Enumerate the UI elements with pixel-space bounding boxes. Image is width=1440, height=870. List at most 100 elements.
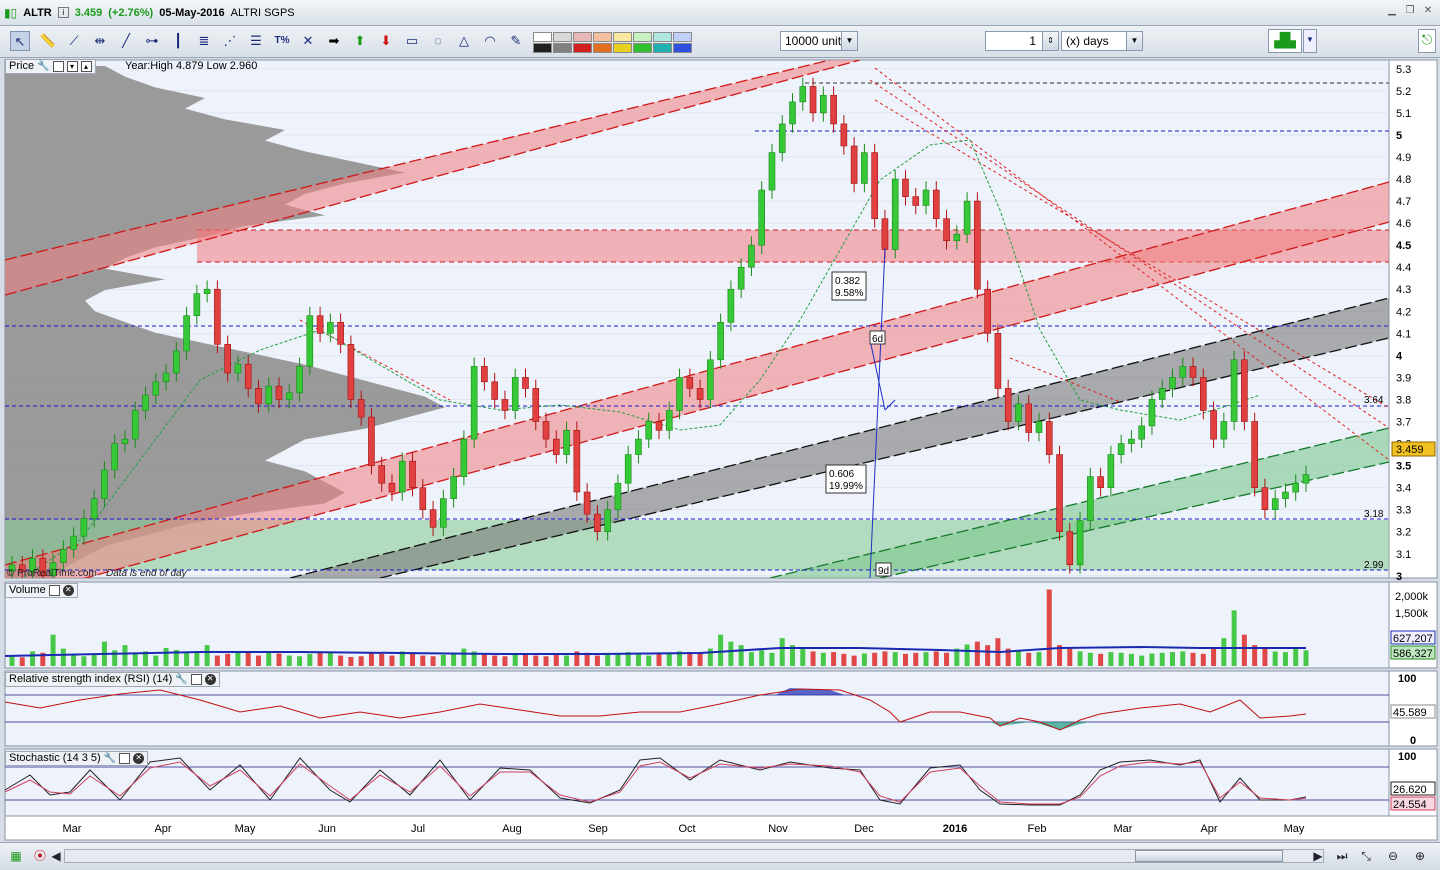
fan-icon[interactable]: ⋰ [223,33,237,48]
wrench-icon[interactable]: 🔧 [103,753,117,764]
volume-bar [954,648,960,666]
candle-body [1045,421,1053,455]
volume-bar [944,652,950,666]
candle-body [840,123,848,147]
zoom-in-icon[interactable]: ⊕ [1414,849,1426,863]
arrow-up-icon[interactable]: ⬆ [354,33,366,48]
restore-icon[interactable]: ❐ [1405,5,1415,16]
price-tick-label: 5.1 [1396,108,1411,120]
vertical-line-icon[interactable]: ┃ [174,33,182,48]
zoom-out-icon[interactable]: ⊖ [1387,849,1399,863]
chart-canvas[interactable]: 0.382 9.58% 0.606 19.99% 6d 9d 3.64 3.18… [0,58,1440,842]
candle-body [922,189,930,206]
candle-body [1128,438,1135,444]
scroll-track[interactable] [64,849,1324,863]
close-icon[interactable]: ✕ [1423,5,1433,16]
download-icon[interactable]: ▾ [66,61,78,72]
price-tick-label: 3.2 [1396,527,1411,539]
cross-icon[interactable]: ✕ [302,33,314,48]
time-tick-label: Dec [854,823,874,835]
candle-body [501,399,509,411]
volume-bar [697,652,703,666]
price-tick-label: 5.2 [1396,86,1411,98]
candle-body [214,288,221,345]
wrench-icon[interactable]: 🔧 [175,674,188,685]
volume-bar [327,652,333,666]
volume-bar [50,634,56,666]
ellipse-icon[interactable]: ◌ [434,33,442,48]
volume-tick-2: 1,500k [1395,608,1429,620]
candle-body [224,344,231,374]
volume-moving-average [4,645,1306,657]
close-icon[interactable]: ✕ [62,585,74,596]
line-icon[interactable]: ⟋ [69,33,79,48]
close-icon[interactable]: ✕ [204,674,216,685]
channel-icon[interactable]: ⇹ [94,33,106,48]
volume-ma-value: 627,207 [1393,633,1433,645]
volume-bar [194,652,200,666]
minimize-icon[interactable]: ▁ [1388,5,1396,16]
window-icon[interactable] [190,674,202,685]
volume-bar [71,654,77,666]
candle-body [655,421,663,431]
candle-body [1241,359,1248,422]
candle-body [1015,403,1022,422]
scroll-left-icon[interactable]: ◀ [51,849,61,863]
time-tick-label: May [235,823,256,835]
price-candles [8,77,1310,578]
chart-type-icon[interactable]: ▮▯ [4,5,18,20]
price-tick-label: 4.9 [1396,152,1411,164]
candle-body [275,385,283,400]
candle-body [327,322,334,334]
window-icon[interactable] [52,61,64,72]
window-icon[interactable] [119,753,131,764]
chart-style-icon[interactable]: ▟▙ [1268,29,1302,53]
horizontal-line-icon[interactable]: ⊶ [145,33,159,48]
arc-icon[interactable]: ◠ [484,33,496,48]
fib-retracement-icon[interactable]: ☰ [250,33,262,48]
fast-forward-icon[interactable]: ⏭ [1336,849,1348,863]
candle-body [737,266,745,290]
volume-bar [338,655,344,666]
chevron-down-icon[interactable]: ▼ [1303,29,1317,53]
layout-icon[interactable]: ⎋ [1418,29,1436,53]
candle-body [778,123,786,153]
grid-icon[interactable]: ▦ [10,849,22,863]
price-tick-label: 4.3 [1396,284,1411,296]
volume-bar [913,652,919,666]
triangle-icon[interactable]: △ [459,33,469,48]
percent-icon[interactable]: T% [274,35,290,46]
upload-icon[interactable]: ▴ [80,61,92,72]
volume-bar [1180,651,1186,666]
units-select[interactable]: 10000 units ▼ [780,31,858,51]
period-unit-select[interactable]: (x) days ▼ [1061,31,1143,51]
close-icon[interactable]: ✕ [133,753,145,764]
volume-bar [1200,653,1206,666]
info-icon[interactable]: i [57,7,69,18]
expand-icon[interactable]: ⤡ [1361,849,1371,863]
record-icon[interactable]: ⦿ [33,849,46,863]
arrow-right-icon[interactable]: ➡ [328,33,340,48]
rectangle-icon[interactable]: ▭ [405,33,419,48]
scroll-thumb[interactable] [1135,850,1283,862]
pointer-icon[interactable]: ↖ [10,31,30,51]
candle-body [285,392,293,400]
period-input[interactable]: 1 ⇕ [985,31,1059,51]
volume-bar [769,652,775,666]
scroll-right-icon[interactable]: ▶ [1313,849,1323,863]
color-palette[interactable] [533,32,692,53]
candle-body [1292,482,1300,493]
trendline-icon[interactable]: ╱ [122,33,130,48]
brush-icon[interactable]: ✎ [510,33,522,48]
fibonacci-icon[interactable]: ≣ [198,33,210,48]
wrench-icon[interactable]: 🔧 [37,61,50,72]
volume-bar [235,651,241,666]
volume-bar [91,653,97,666]
fib-pct-1: 9.58% [835,288,863,299]
candle-body [1179,366,1187,378]
window-icon[interactable] [48,585,60,596]
ruler-icon[interactable]: 📏 [39,33,57,48]
arrow-down-icon[interactable]: ⬇ [380,33,392,48]
spinner-icon[interactable]: ⇕ [1042,32,1058,50]
volume-bar [512,654,518,666]
